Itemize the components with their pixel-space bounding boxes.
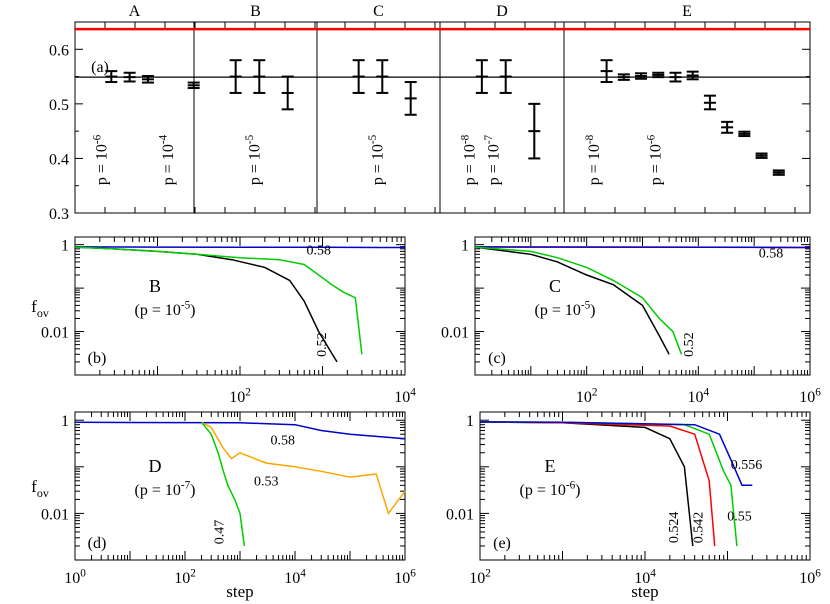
x-tick-label: 104 (284, 568, 306, 587)
p-label: p = 10-7 (483, 134, 502, 185)
x-tick-label: 102 (229, 387, 251, 406)
y-tick-label: 0.01 (41, 325, 69, 342)
x-tick-label: 106 (394, 568, 416, 587)
series-0-52-green- (74, 246, 363, 355)
annotation-p: (p = 10-7) (134, 480, 195, 499)
p-label: p = 10-6 (645, 134, 664, 185)
series-0-52-green- (474, 246, 683, 355)
line-label: 0.52 (682, 332, 697, 357)
annotation-p: (p = 10-6) (519, 480, 580, 499)
y-tick-label: 1 (61, 238, 69, 255)
p-label: p = 10-6 (91, 134, 110, 185)
line-label: 0.58 (271, 434, 296, 449)
group-label-A: A (129, 3, 141, 20)
y-axis-label: fov (31, 477, 49, 500)
x-tick-label: 104 (688, 387, 710, 406)
x-tick-label: 102 (174, 568, 196, 587)
annotation-B: B (149, 276, 161, 296)
group-label-B: B (250, 3, 261, 20)
group-label-D: D (496, 3, 508, 20)
series-0-47 (201, 421, 246, 547)
y-tick-label: 1 (466, 413, 474, 430)
x-tick-label: 102 (576, 387, 598, 406)
series-0-58 (74, 246, 406, 249)
x-tick-label: 106 (799, 568, 821, 587)
p-label: p = 10-5 (367, 134, 386, 185)
x-tick-label: 106 (799, 387, 821, 406)
line-label: 0.55 (727, 510, 752, 525)
annotation-p: (p = 10-5) (534, 300, 595, 319)
series-0-53 (201, 421, 406, 516)
x-tick-label: 104 (634, 568, 656, 587)
group-label-C: C (373, 3, 384, 20)
x-tick-label: 104 (394, 387, 416, 406)
y-tick-label: 0.6 (49, 42, 69, 59)
y-tick-label: 0.01 (446, 506, 474, 523)
line-label: 0.58 (306, 243, 331, 258)
p-label: p = 10-8 (584, 134, 603, 185)
panel-a-frame (74, 21, 811, 214)
p-label: p = 10-5 (244, 134, 263, 185)
series-0-52 (74, 246, 338, 363)
y-tick-label: 0.01 (441, 325, 469, 342)
x-tick-label: 102 (469, 568, 491, 587)
line-label: 0.53 (254, 474, 279, 489)
x-axis-label: step (226, 582, 253, 601)
series-0-524 (479, 421, 694, 547)
annotation-p: (p = 10-5) (134, 300, 195, 319)
line-label: 0.52 (315, 332, 330, 357)
p-label: p = 10-4 (158, 134, 177, 185)
panel-label-d: (d) (88, 535, 107, 552)
annotation-D: D (149, 456, 162, 476)
series-0-58 (74, 421, 406, 440)
series-0-58 (474, 246, 811, 249)
x-axis-label: step (631, 582, 658, 601)
y-tick-label: 0.5 (49, 97, 69, 114)
line-label: 0.58 (759, 247, 784, 262)
y-tick-label: 0.3 (49, 206, 69, 223)
annotation-E: E (545, 456, 556, 476)
y-axis-label: fov (31, 297, 49, 320)
line-label: 0.524 (667, 512, 682, 544)
y-tick-label: 1 (61, 413, 69, 430)
annotation-C: C (549, 276, 561, 296)
line-label: 0.556 (731, 458, 763, 473)
line-label: 0.47 (212, 520, 227, 545)
series-0-556 (479, 421, 753, 487)
y-tick-label: 1 (461, 238, 469, 255)
x-tick-label: 100 (64, 568, 86, 587)
line-label: 0.542 (692, 512, 707, 544)
p-label: p = 10-8 (459, 134, 478, 185)
panel-label-e: (e) (493, 535, 511, 552)
series-0-52 (474, 246, 670, 355)
y-tick-label: 0.01 (41, 506, 69, 523)
y-tick-label: 0.4 (49, 151, 69, 168)
group-label-E: E (682, 3, 692, 20)
panel-label-a: (a) (91, 59, 109, 76)
panel-label-b: (b) (88, 350, 107, 367)
panel-label-c: (c) (488, 350, 506, 367)
